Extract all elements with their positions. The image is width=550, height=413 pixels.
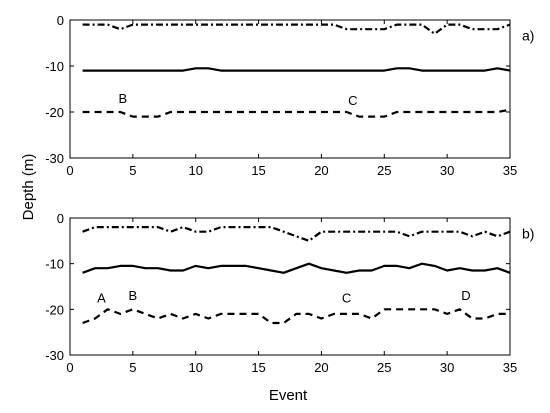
series-line-dashed [82,308,510,325]
x-tick-label: 20 [314,360,328,375]
x-tick-label: 25 [377,360,391,375]
y-tick-label: -10 [45,59,64,74]
x-tick-label: 5 [129,163,136,178]
y-tick-label: -20 [45,302,64,317]
series-line-dash-dot [82,23,511,35]
series-line-dashed [82,108,511,118]
annotation-label: C [348,93,357,108]
x-tick-label: 25 [377,163,391,178]
plot-frame [69,19,511,159]
series-line-solid [82,67,511,72]
panel-b: 0 5 10 15 20 25 30 35 0 -10 -20 -30 A B C Db) [45,211,534,375]
annotation-label: B [118,91,127,106]
series-line-dash-dot [82,226,511,242]
annotation-label: B [129,288,138,303]
y-tick-label: -30 [45,151,64,166]
x-tick-label: 20 [314,163,328,178]
annotation-label: D [461,288,470,303]
plot-frame [69,217,511,356]
x-tick-label: 30 [440,163,454,178]
x-tick-label: 15 [251,163,265,178]
y-tick-label: 0 [57,211,64,226]
x-tick-label: 10 [188,360,202,375]
x-tick-label: 30 [440,360,454,375]
x-tick-label: 0 [66,163,73,178]
x-tick-label: 10 [188,163,202,178]
panel-a: 0 5 10 15 20 25 30 35 0 -10 -20 -30 B Ca) [45,13,534,178]
y-tick-label: 0 [57,13,64,28]
panel-label: b) [522,226,534,242]
x-axis-label: Event [269,387,308,404]
panels: 0 5 10 15 20 25 30 35 0 -10 -20 -30 B Ca) 0 5 10 15 20 25 30… [45,13,534,375]
annotation-label: A [97,290,106,305]
x-tick-label: 35 [503,163,517,178]
x-tick-label: 15 [251,360,265,375]
x-tick-label: 5 [129,360,136,375]
y-axis-label: Depth (m) [20,154,37,221]
annotation-label: C [342,290,351,305]
series-line-solid [82,262,511,274]
x-tick-label: 0 [66,360,73,375]
x-tick-label: 35 [503,360,517,375]
panel-label: a) [522,28,534,44]
y-tick-label: -10 [45,257,64,272]
y-tick-label: -30 [45,348,64,363]
y-tick-label: -20 [45,105,64,120]
